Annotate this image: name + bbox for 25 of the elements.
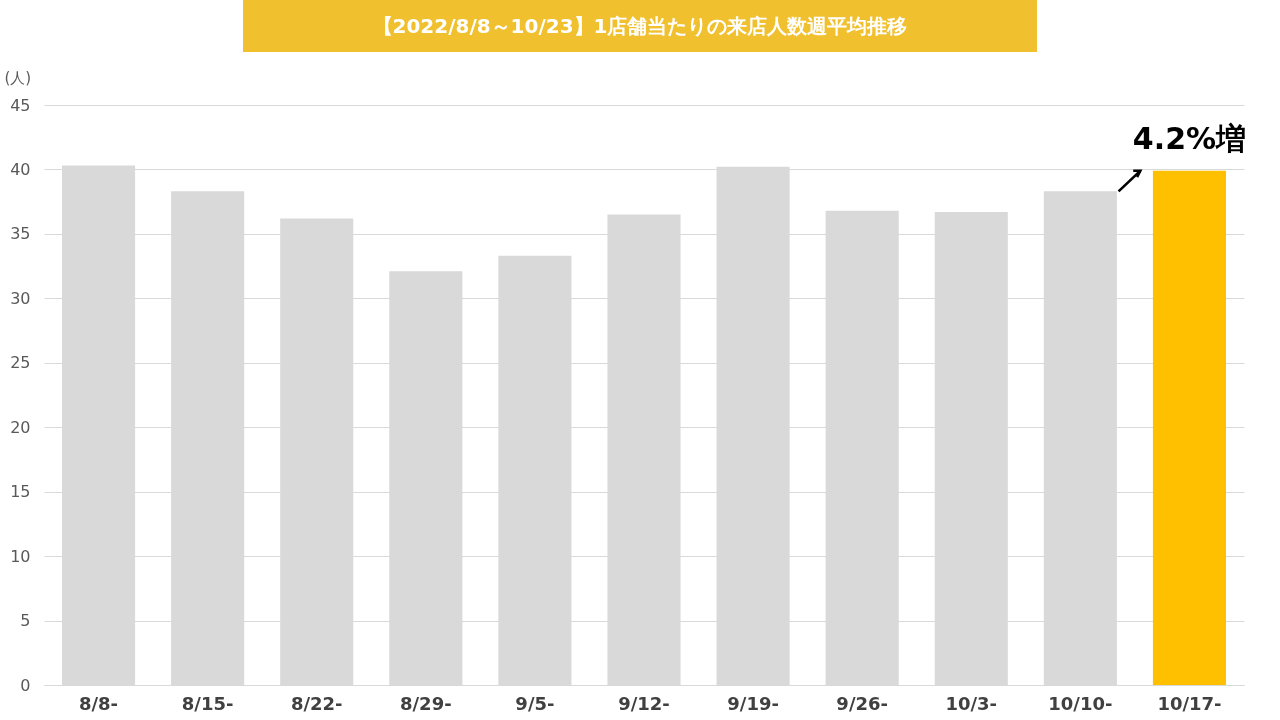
y-tick-label: 15 [10, 482, 31, 502]
y-tick-label: 25 [10, 353, 31, 373]
y-tick-label: 0 [20, 675, 31, 695]
x-tick-label: 9/19- [727, 692, 779, 714]
x-tick-label: 9/5- [515, 692, 555, 714]
x-tick-label: 10/3- [945, 692, 998, 714]
x-tick-label: 10/17- [1157, 692, 1222, 714]
annotation: 4.2%増 [1132, 120, 1247, 156]
chart-title: 【2022/8/8～10/23】1店舗当たりの来店人数週平均推移 [243, 0, 1037, 52]
x-tick-label: 8/22- [290, 692, 343, 714]
x-tick-label: 8/8- [79, 692, 119, 714]
y-tick-label: 40 [10, 159, 31, 179]
y-tick-label: 45 [10, 95, 31, 115]
y-tick-label: 30 [10, 288, 31, 308]
x-tick-label: 8/15- [181, 692, 234, 714]
y-axis-title: (人) [4, 68, 32, 87]
y-tick-label: 5 [20, 611, 31, 631]
x-tick-label: 9/26- [836, 692, 888, 714]
y-tick-label: 20 [10, 417, 31, 437]
y-tick-label: 10 [10, 546, 31, 566]
bar [1152, 170, 1226, 685]
x-tick-label: 10/10- [1048, 692, 1113, 714]
x-tick-label: 9/12- [618, 692, 670, 714]
y-tick-label: 35 [10, 224, 31, 244]
x-tick-label: 8/29- [400, 692, 452, 714]
